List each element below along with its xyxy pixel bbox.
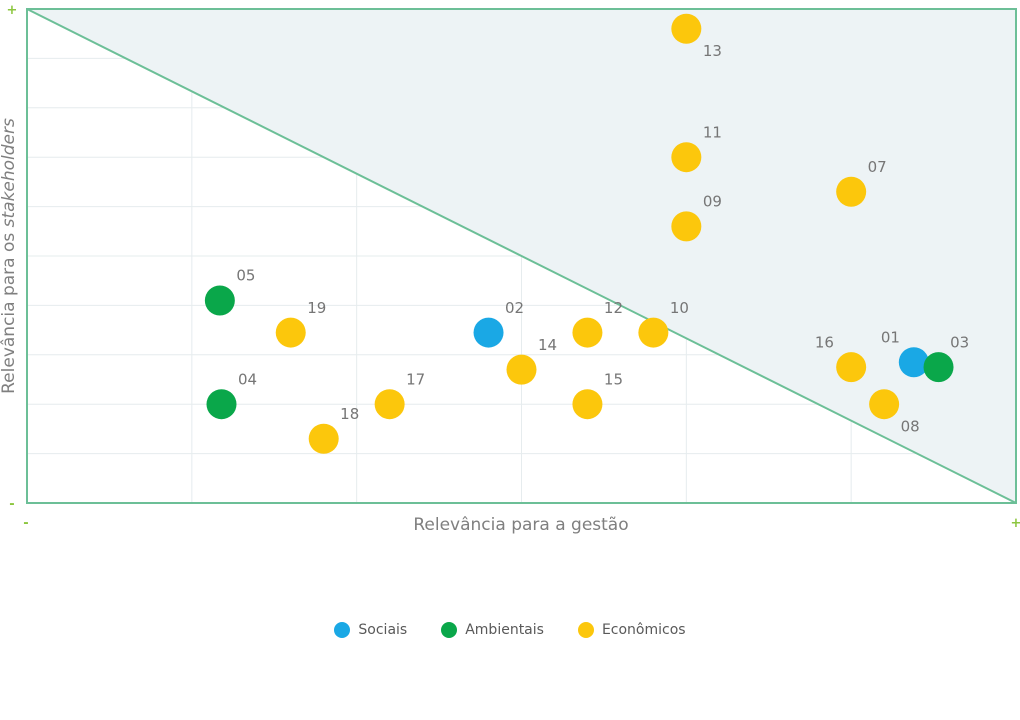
data-point-02 [473,317,504,348]
legend-swatch-ambientais [441,622,458,638]
point-label-15: 15 [604,370,623,388]
legend-swatch-sociais [334,622,351,638]
point-label-03: 03 [950,333,969,351]
data-point-18 [308,423,339,454]
point-label-04: 04 [238,370,257,388]
point-label-07: 07 [868,158,887,176]
point-label-05: 05 [236,267,255,285]
data-point-11 [671,142,702,173]
point-label-19: 19 [307,299,326,317]
data-point-08 [869,389,900,420]
point-label-17: 17 [406,370,425,388]
data-point-16 [836,352,867,383]
legend-label-economicos: Econômicos [601,622,686,638]
data-point-09 [671,211,702,242]
data-point-19 [275,317,306,348]
materiality-chart: 13 11 09 07 05 19 02 12 10 14 16 01 03 04 17 15 08 18 + -… [0,3,1020,535]
data-point-05 [204,285,235,316]
diagonal-line [26,8,1017,504]
point-label-08: 08 [901,417,920,435]
point-label-16: 16 [815,333,834,351]
x-axis-max-sign: + [1011,516,1020,531]
data-point-17 [374,389,405,420]
legend-item-sociais: Sociais [334,622,407,638]
y-axis-title-italic: stakeholders [0,118,19,227]
point-labels: 13 11 09 07 05 19 02 12 10 14 16 01 03 04 17 15 08 18 [236,42,969,435]
x-axis-min-sign: - [23,516,28,531]
point-label-18: 18 [340,405,359,423]
point-label-12: 12 [604,299,623,317]
plot-frame [26,8,1017,504]
legend-label-sociais: Sociais [358,622,408,638]
data-point-07 [836,176,867,207]
data-point-14 [506,354,537,385]
y-axis-max-sign: + [7,3,18,18]
point-label-01: 01 [881,328,900,346]
legend-label-ambientais: Ambientais [465,622,544,638]
data-point-04 [206,389,237,420]
point-label-13: 13 [703,42,722,60]
data-point-15 [572,389,603,420]
point-label-11: 11 [703,123,722,141]
legend-swatch-economicos [577,622,594,638]
legend-item-ambientais: Ambientais [441,622,544,638]
legend-item-economicos: Econômicos [577,622,686,638]
y-axis-min-sign: - [9,497,14,512]
x-axis-title: Relevância para a gestão [413,515,628,535]
data-points [204,13,954,454]
point-label-14: 14 [538,336,557,354]
point-label-09: 09 [703,193,722,211]
data-point-03 [923,352,954,383]
y-axis-title: Relevância para os stakeholders [0,118,19,394]
data-point-01 [898,347,929,378]
data-point-13 [671,13,702,44]
point-label-02: 02 [505,299,524,317]
point-label-10: 10 [670,299,689,317]
legend: Sociais Ambientais Econômicos [0,622,1020,638]
y-axis-title-prefix: Relevância para os [0,227,19,394]
data-point-10 [638,317,669,348]
data-point-12 [572,317,603,348]
